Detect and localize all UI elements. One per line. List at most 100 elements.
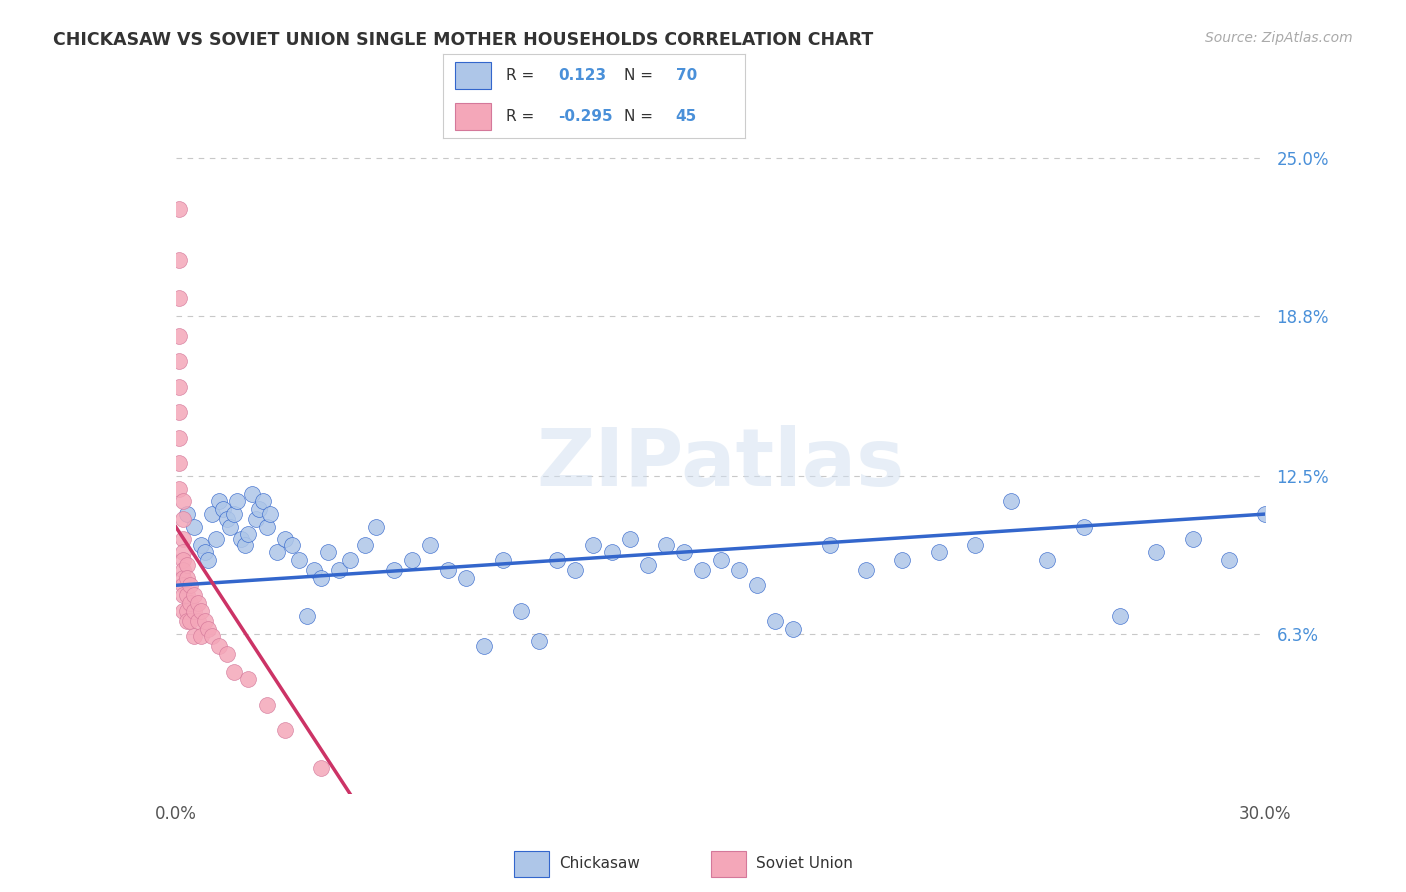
Point — [179, 614, 201, 628]
Point — [673, 545, 696, 559]
Point — [266, 545, 288, 559]
Point — [179, 578, 201, 592]
Point — [745, 578, 768, 592]
Text: R =: R = — [506, 68, 540, 83]
Point — [1073, 520, 1095, 534]
Point — [172, 545, 194, 559]
Point — [169, 456, 191, 470]
Point — [233, 538, 256, 552]
Point — [172, 494, 194, 508]
Point — [256, 520, 278, 534]
Point — [619, 533, 641, 547]
Point — [564, 563, 586, 577]
Point — [183, 589, 205, 603]
Text: 45: 45 — [676, 109, 697, 124]
Point — [855, 563, 877, 577]
Point — [176, 507, 198, 521]
Point — [727, 563, 749, 577]
Point — [295, 608, 318, 623]
Point — [1036, 553, 1059, 567]
Text: R =: R = — [506, 109, 540, 124]
Point — [600, 545, 623, 559]
Text: 70: 70 — [676, 68, 697, 83]
Bar — [515, 851, 550, 877]
Point — [328, 563, 350, 577]
Point — [710, 553, 733, 567]
Point — [692, 563, 714, 577]
Text: Source: ZipAtlas.com: Source: ZipAtlas.com — [1205, 31, 1353, 45]
Point — [172, 578, 194, 592]
Point — [219, 520, 242, 534]
Point — [401, 553, 423, 567]
Point — [240, 486, 263, 500]
Point — [179, 596, 201, 610]
Point — [259, 507, 281, 521]
Point — [419, 538, 441, 552]
Point — [1109, 608, 1132, 623]
Point — [456, 571, 478, 585]
Point — [474, 640, 496, 654]
Point — [1146, 545, 1168, 559]
Point — [208, 640, 231, 654]
Point — [238, 673, 260, 687]
Point — [353, 538, 375, 552]
Point — [172, 604, 194, 618]
Point — [364, 520, 387, 534]
Point — [288, 553, 311, 567]
Point — [222, 665, 245, 679]
Bar — [456, 103, 491, 130]
Point — [169, 329, 191, 343]
Point — [582, 538, 605, 552]
Point — [309, 761, 332, 775]
Point — [238, 527, 260, 541]
Point — [172, 553, 194, 567]
Point — [256, 698, 278, 712]
Point — [226, 494, 249, 508]
Point — [169, 380, 191, 394]
Point — [169, 291, 191, 305]
Point — [172, 533, 194, 547]
Point — [437, 563, 460, 577]
Point — [318, 545, 340, 559]
Point — [169, 482, 191, 496]
Y-axis label: Single Mother Households: Single Mother Households — [0, 351, 7, 550]
Point — [215, 512, 238, 526]
Point — [309, 571, 332, 585]
Point — [247, 502, 270, 516]
Point — [928, 545, 950, 559]
Point — [190, 604, 212, 618]
Point — [194, 545, 217, 559]
Point — [252, 494, 274, 508]
Text: N =: N = — [624, 109, 658, 124]
Point — [509, 604, 531, 618]
Point — [169, 354, 191, 368]
Point — [190, 538, 212, 552]
Point — [169, 431, 191, 445]
Point — [655, 538, 678, 552]
Point — [222, 507, 245, 521]
Point — [763, 614, 786, 628]
Point — [1000, 494, 1022, 508]
Point — [891, 553, 914, 567]
Point — [302, 563, 325, 577]
Point — [176, 571, 198, 585]
Text: 0.123: 0.123 — [558, 68, 606, 83]
Point — [339, 553, 361, 567]
Text: Soviet Union: Soviet Union — [756, 855, 853, 871]
Point — [527, 634, 550, 648]
Point — [186, 596, 209, 610]
Point — [546, 553, 568, 567]
Point — [274, 723, 297, 738]
Point — [382, 563, 405, 577]
Point — [172, 589, 194, 603]
Point — [176, 604, 198, 618]
Point — [183, 629, 205, 643]
Point — [186, 614, 209, 628]
Point — [194, 614, 217, 628]
Text: N =: N = — [624, 68, 658, 83]
Point — [1181, 533, 1204, 547]
Point — [172, 512, 194, 526]
Point — [169, 202, 191, 216]
Point — [1254, 507, 1277, 521]
Point — [197, 553, 219, 567]
